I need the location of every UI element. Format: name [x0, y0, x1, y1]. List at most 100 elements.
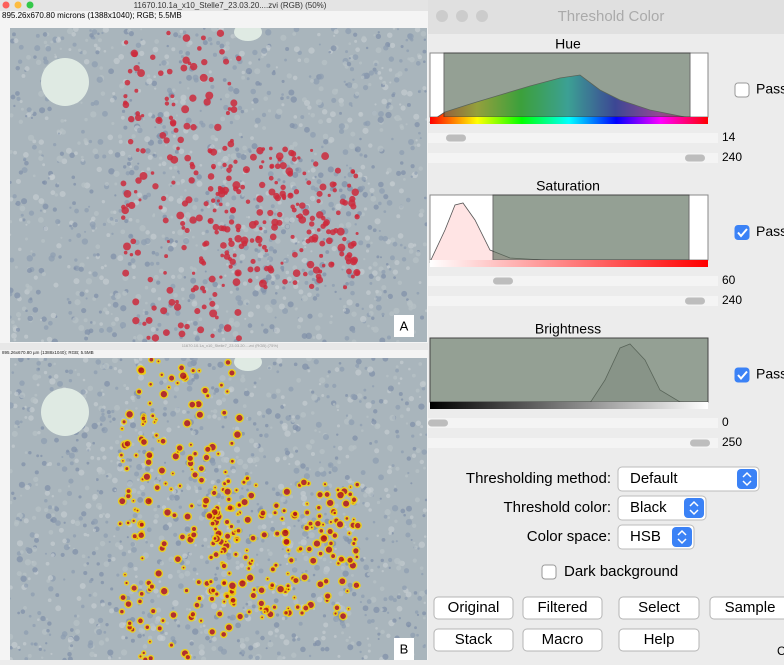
slider-thumb[interactable] [685, 155, 705, 162]
tissue-speck [370, 569, 373, 572]
tissue-speck [390, 43, 395, 48]
slider-thumb[interactable] [446, 135, 466, 142]
stained-cell [338, 556, 345, 563]
tissue-speck [129, 165, 132, 168]
tissue-speck [400, 161, 404, 165]
minimize-button[interactable] [456, 10, 468, 22]
stained-cell [330, 181, 336, 187]
tissue-speck [193, 656, 196, 659]
pass-checkbox[interactable] [735, 368, 749, 382]
tissue-speck [408, 243, 414, 249]
stained-cell [191, 532, 197, 538]
stained-cell [208, 218, 214, 224]
tissue-speck [374, 63, 377, 66]
tissue-speck [286, 563, 288, 565]
tissue-speck [80, 583, 86, 589]
tissue-speck [182, 297, 185, 300]
tissue-speck [65, 370, 68, 373]
tissue-speck [287, 254, 289, 256]
slider-track[interactable] [428, 133, 718, 143]
stained-cell [316, 505, 321, 510]
tissue-speck [306, 444, 310, 448]
tissue-speck [368, 266, 371, 269]
stained-cell [146, 317, 153, 324]
tissue-speck [368, 508, 372, 512]
tissue-speck [103, 631, 106, 634]
tissue-speck [263, 96, 268, 101]
stained-cell [212, 166, 215, 169]
tissue-speck [179, 505, 182, 508]
stained-cell [246, 199, 250, 203]
slider-track[interactable] [428, 418, 718, 428]
tissue-speck [13, 105, 15, 107]
slider-thumb[interactable] [690, 440, 710, 447]
tissue-speck [290, 123, 295, 128]
minimize-button[interactable] [15, 2, 22, 9]
tissue-speck [13, 38, 18, 43]
slider-track[interactable] [428, 153, 718, 163]
tissue-speck [362, 502, 365, 505]
stained-cell [266, 577, 269, 580]
zoom-button[interactable] [476, 10, 488, 22]
tissue-speck [192, 205, 197, 210]
zoom-button[interactable] [27, 2, 34, 9]
tissue-speck [400, 509, 405, 514]
tissue-speck [210, 85, 214, 89]
stained-cell [270, 234, 277, 241]
tissue-speck [89, 594, 92, 597]
slider-thumb[interactable] [685, 298, 705, 305]
tissue-speck [74, 369, 76, 371]
stained-cell [269, 176, 274, 181]
tissue-speck [105, 623, 108, 626]
tissue-speck [411, 164, 415, 168]
tissue-speck [394, 485, 396, 487]
tissue-speck [402, 257, 406, 261]
slider-thumb[interactable] [428, 420, 448, 427]
dark-background-checkbox[interactable] [542, 565, 556, 579]
tissue-speck [244, 153, 246, 155]
tissue-speck [50, 41, 53, 44]
close-button[interactable] [436, 10, 448, 22]
tissue-speck [63, 578, 65, 580]
stained-cell [224, 488, 231, 495]
stained-cell [159, 205, 163, 209]
tissue-speck [246, 603, 249, 606]
slider-track[interactable] [428, 296, 718, 306]
tissue-speck [382, 81, 386, 85]
tissue-speck [25, 559, 31, 565]
stained-cell [209, 301, 215, 307]
tissue-speck [100, 541, 105, 546]
tissue-speck [68, 48, 71, 51]
stained-cell [148, 640, 151, 643]
slider-thumb[interactable] [493, 278, 513, 285]
tissue-speck [266, 274, 272, 280]
tissue-speck [97, 490, 99, 492]
tissue-speck [422, 611, 426, 615]
field-label: Threshold color: [503, 499, 611, 516]
pass-checkbox[interactable] [735, 226, 749, 240]
slider-track[interactable] [428, 438, 718, 448]
stained-cell [260, 616, 263, 619]
tissue-speck [330, 561, 332, 563]
tissue-speck [274, 327, 280, 333]
stained-cell [180, 221, 185, 226]
tissue-speck [162, 125, 166, 129]
tissue-speck [367, 637, 369, 639]
tissue-speck [302, 517, 308, 523]
stained-cell [245, 476, 250, 481]
tissue-speck [400, 414, 404, 418]
tissue-speck [164, 54, 169, 59]
stained-cell [126, 521, 130, 525]
tissue-speck [317, 597, 323, 603]
tissue-speck [150, 408, 154, 412]
stained-cell [194, 170, 199, 175]
close-button[interactable] [3, 2, 10, 9]
stained-cell [225, 390, 229, 394]
tissue-speck [240, 377, 245, 382]
tissue-speck [81, 130, 85, 134]
slider-track[interactable] [428, 276, 718, 286]
pass-checkbox[interactable] [735, 83, 749, 97]
tissue-speck [387, 516, 390, 519]
tissue-speck [300, 412, 306, 418]
stained-cell [227, 505, 233, 511]
